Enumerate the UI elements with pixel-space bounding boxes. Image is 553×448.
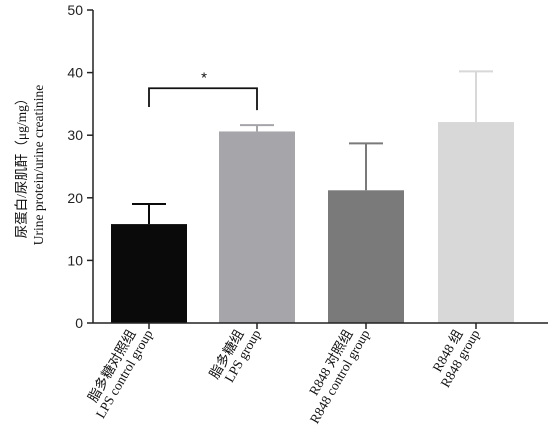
y-tick-label: 40 [67, 65, 83, 81]
y-tick-label: 0 [75, 315, 83, 331]
bar [328, 190, 404, 323]
significance-star: * [201, 69, 207, 86]
bar [111, 224, 187, 323]
bars [111, 70, 514, 323]
bar [219, 131, 295, 323]
y-axis-label: 尿蛋白/尿肌酐（μg/mg） Urine protein/urine creati… [14, 85, 46, 245]
significance-annotation: * [148, 69, 258, 111]
y-tick-label: 30 [67, 127, 83, 143]
y-axis: 0 10 20 30 40 50 [67, 2, 94, 331]
y-axis-label-cn: 尿蛋白/尿肌酐（μg/mg） [14, 92, 29, 239]
y-tick-label: 50 [67, 2, 83, 18]
y-axis-label-en: Urine protein/urine creatinine [31, 85, 46, 245]
y-tick-label: 20 [67, 190, 83, 206]
bar [438, 122, 514, 323]
y-tick-label: 10 [67, 252, 83, 268]
significance-bracket [148, 87, 258, 111]
